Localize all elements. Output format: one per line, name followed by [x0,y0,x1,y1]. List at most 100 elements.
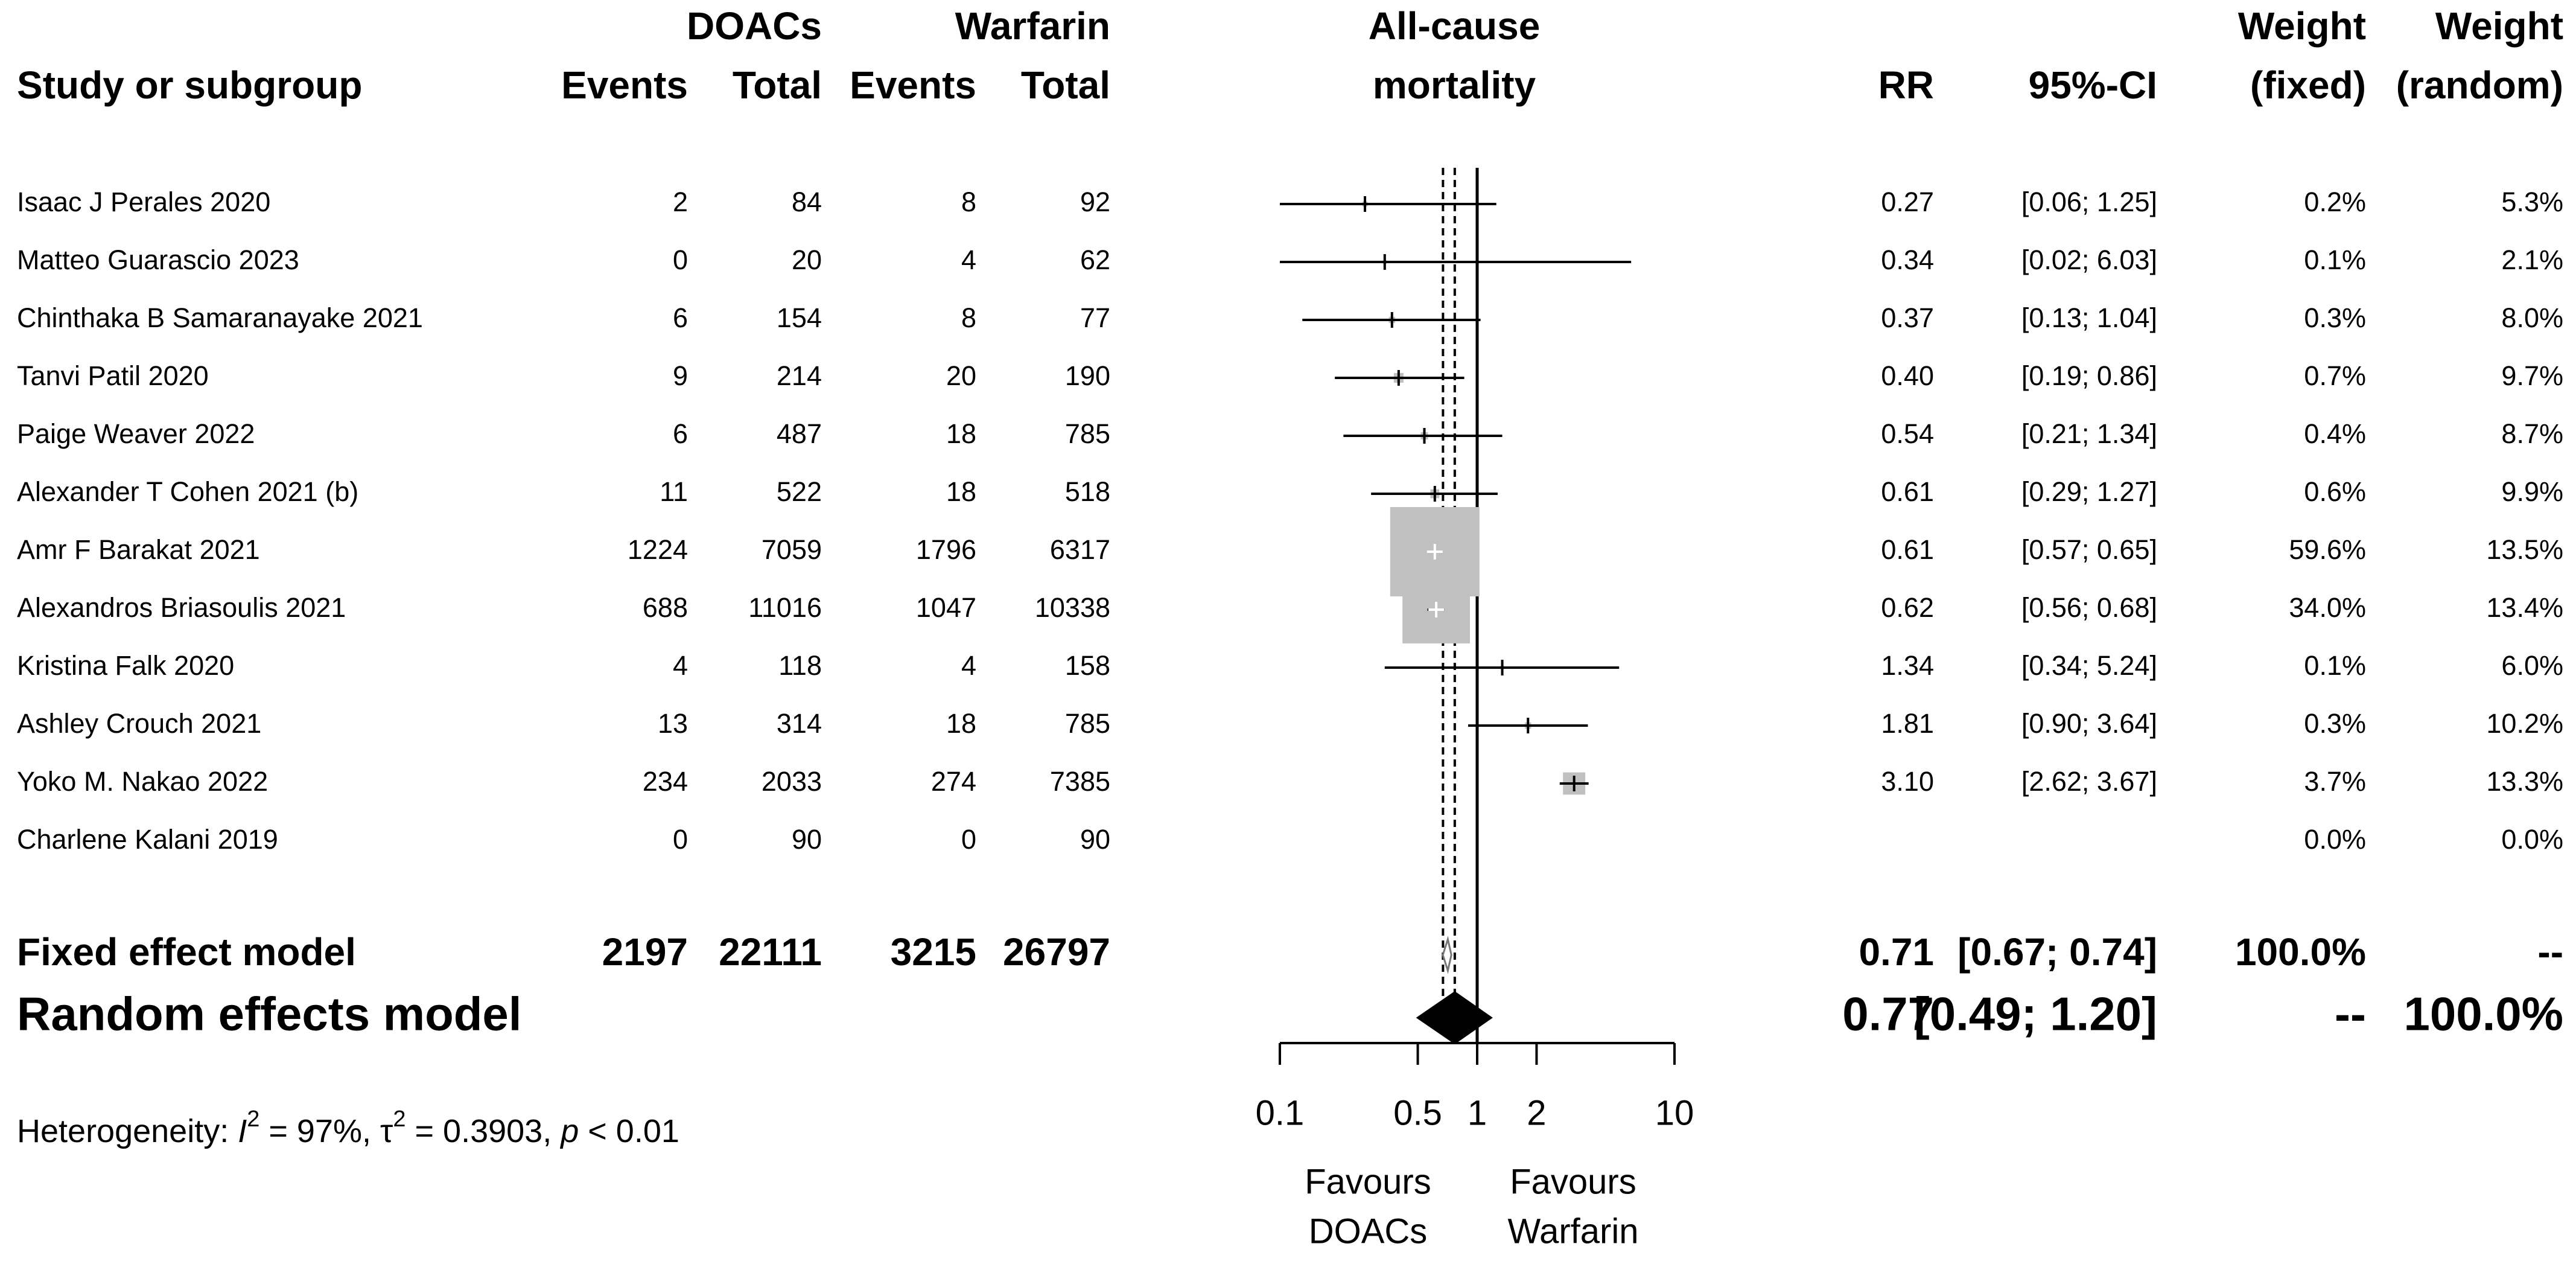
study-weight-random: 10.2% [2486,708,2563,739]
study-weight-random: 2.1% [2501,244,2563,275]
het-p-value: < 0.01 [579,1113,679,1149]
study-weight-random: 0.0% [2501,824,2563,855]
het-i2-symbol: I [238,1113,247,1149]
doacs-total: 90 [792,824,822,855]
fixed-warfarin-events: 3215 [891,930,976,974]
study-rr: 0.37 [1881,302,1934,333]
het-tau2-value: = 0.3903, [406,1113,561,1149]
study-weight-random: 13.5% [2486,534,2563,565]
study-ci: [0.34; 5.24] [2021,650,2157,681]
heterogeneity-text: Heterogeneity: I2 = 97%, τ2 = 0.3903, p … [17,1106,679,1149]
study-name: Matteo Guarascio 2023 [17,244,299,275]
study-ci: [0.06; 1.25] [2021,187,2157,217]
random-weight-random: 100.0% [2403,988,2563,1041]
warfarin-total: 92 [1080,187,1110,217]
header-group1: DOACs [687,4,822,48]
study-weight-fixed: 0.1% [2304,244,2366,275]
x-axis-tick-label: 0.5 [1393,1093,1442,1132]
study-weight-random: 13.3% [2486,766,2563,797]
study-rr: 0.62 [1881,592,1934,623]
warfarin-events: 4 [961,650,976,681]
study-weight-random: 9.9% [2501,476,2563,507]
study-ci: [0.02; 6.03] [2021,244,2157,275]
random-diamond [1416,991,1493,1044]
study-ci: [0.90; 3.64] [2021,708,2157,739]
study-name: Yoko M. Nakao 2022 [17,766,268,797]
study-name: Charlene Kalani 2019 [17,824,278,855]
study-weight-fixed: 0.1% [2304,650,2366,681]
favours-right-line1: Favours [1510,1162,1636,1201]
study-ci: [0.21; 1.34] [2021,418,2157,449]
study-weight-random: 5.3% [2501,187,2563,217]
doacs-events: 4 [673,650,688,681]
warfarin-total: 6317 [1050,534,1110,565]
doacs-total: 154 [777,302,822,333]
warfarin-total: 10338 [1035,592,1110,623]
warfarin-events: 18 [946,418,976,449]
study-name: Kristina Falk 2020 [17,650,234,681]
warfarin-total: 785 [1065,708,1110,739]
doacs-total: 487 [777,418,822,449]
x-axis-tick-label: 2 [1527,1093,1546,1132]
warfarin-total: 62 [1080,244,1110,275]
study-weight-random: 8.7% [2501,418,2563,449]
warfarin-events: 18 [946,708,976,739]
warfarin-total: 190 [1065,360,1110,391]
study-name: Amr F Barakat 2021 [17,534,260,565]
study-rr: 0.61 [1881,534,1934,565]
fixed-warfarin-total: 26797 [1003,930,1110,974]
fixed-doacs-total: 22111 [719,930,822,974]
study-rr: 0.61 [1881,476,1934,507]
study-name: Paige Weaver 2022 [17,418,255,449]
study-name: Chinthaka B Samaranayake 2021 [17,302,423,333]
doacs-events: 234 [643,766,688,797]
warfarin-events: 8 [961,302,976,333]
doacs-events: 9 [673,360,688,391]
study-weight-fixed: 0.6% [2304,476,2366,507]
fixed-ci: [0.67; 0.74] [1957,930,2157,974]
het-prefix: Heterogeneity: [17,1113,238,1149]
warfarin-events: 1796 [916,534,976,565]
warfarin-total: 7385 [1050,766,1110,797]
doacs-total: 20 [792,244,822,275]
warfarin-events: 4 [961,244,976,275]
study-rr: 1.81 [1881,708,1934,739]
header-total-doacs: Total [733,63,822,107]
study-weight-random: 13.4% [2486,592,2563,623]
study-weight-fixed: 3.7% [2304,766,2366,797]
warfarin-total: 90 [1080,824,1110,855]
study-weight-fixed: 0.0% [2304,824,2366,855]
study-rr: 0.34 [1881,244,1934,275]
header-events-doacs: Events [561,63,688,107]
study-name: Ashley Crouch 2021 [17,708,261,739]
het-i2-value: = 97%, [259,1113,380,1149]
doacs-total: 11016 [748,592,822,623]
study-ci: [0.13; 1.04] [2021,302,2157,333]
warfarin-events: 18 [946,476,976,507]
study-ci: [2.62; 3.67] [2021,766,2157,797]
study-weight-random: 8.0% [2501,302,2563,333]
doacs-events: 6 [673,302,688,333]
study-weight-fixed: 0.3% [2304,708,2366,739]
warfarin-total: 77 [1080,302,1110,333]
header-study: Study or subgroup [17,63,362,107]
study-rr: 3.10 [1881,766,1934,797]
doacs-events: 0 [673,244,688,275]
het-tau2-superscript: 2 [393,1106,405,1132]
header-plot-title-line1: All-cause [1369,4,1541,48]
warfarin-events: 0 [961,824,976,855]
random-weight-fixed: -- [2335,988,2366,1041]
warfarin-total: 518 [1065,476,1110,507]
study-weight-fixed: 0.2% [2304,187,2366,217]
study-rr: 1.34 [1881,650,1934,681]
fixed-weight-fixed: 100.0% [2235,930,2366,974]
study-ci: [0.57; 0.65] [2021,534,2157,565]
random-rr: 0.77 [1842,988,1934,1041]
doacs-events: 6 [673,418,688,449]
warfarin-total: 785 [1065,418,1110,449]
header-ci: 95%-CI [2029,63,2157,107]
doacs-events: 1224 [628,534,688,565]
doacs-total: 84 [792,187,822,217]
study-ci: [0.29; 1.27] [2021,476,2157,507]
doacs-total: 118 [778,650,822,681]
